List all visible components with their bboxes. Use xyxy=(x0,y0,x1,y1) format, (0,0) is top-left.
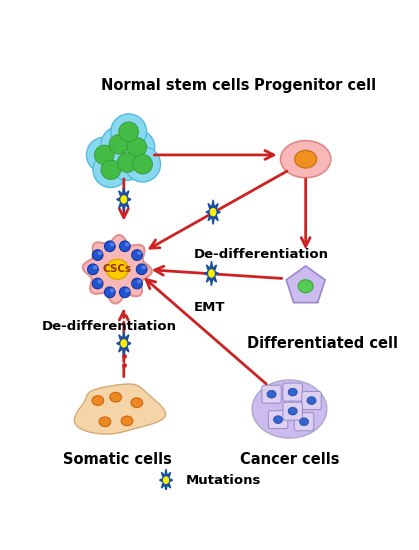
Ellipse shape xyxy=(298,280,313,293)
Ellipse shape xyxy=(119,122,139,141)
Ellipse shape xyxy=(119,130,155,165)
Text: De-differentiation: De-differentiation xyxy=(194,248,328,261)
Ellipse shape xyxy=(95,145,114,164)
Ellipse shape xyxy=(106,259,128,279)
Ellipse shape xyxy=(132,278,142,289)
Ellipse shape xyxy=(101,160,121,179)
FancyBboxPatch shape xyxy=(268,411,288,428)
FancyBboxPatch shape xyxy=(302,392,321,410)
Ellipse shape xyxy=(104,287,115,298)
Circle shape xyxy=(163,477,168,483)
Ellipse shape xyxy=(93,266,97,268)
Text: Mutations: Mutations xyxy=(186,474,261,487)
Text: Differentiated cell: Differentiated cell xyxy=(247,336,398,351)
Ellipse shape xyxy=(110,392,122,402)
Text: CSCs: CSCs xyxy=(103,265,132,274)
Ellipse shape xyxy=(288,408,297,415)
Polygon shape xyxy=(83,235,152,304)
Circle shape xyxy=(210,208,216,216)
Ellipse shape xyxy=(307,397,316,404)
Ellipse shape xyxy=(111,243,114,246)
Ellipse shape xyxy=(138,280,141,283)
Ellipse shape xyxy=(267,390,276,398)
Circle shape xyxy=(121,196,127,203)
Ellipse shape xyxy=(88,264,98,274)
Ellipse shape xyxy=(119,241,130,251)
Polygon shape xyxy=(204,261,219,286)
Ellipse shape xyxy=(126,289,129,292)
Ellipse shape xyxy=(111,114,147,150)
Ellipse shape xyxy=(109,145,145,180)
Ellipse shape xyxy=(92,250,103,260)
Ellipse shape xyxy=(300,418,308,426)
Polygon shape xyxy=(116,187,131,212)
Ellipse shape xyxy=(125,146,160,182)
Ellipse shape xyxy=(93,152,129,188)
Text: Normal stem cells: Normal stem cells xyxy=(101,78,250,92)
Circle shape xyxy=(121,340,127,347)
Polygon shape xyxy=(252,380,327,438)
Ellipse shape xyxy=(101,126,137,162)
Ellipse shape xyxy=(131,398,142,408)
FancyBboxPatch shape xyxy=(283,383,303,401)
Circle shape xyxy=(209,270,214,277)
Ellipse shape xyxy=(109,135,129,154)
Ellipse shape xyxy=(92,278,103,289)
Ellipse shape xyxy=(138,252,141,255)
Text: Somatic cells: Somatic cells xyxy=(63,452,172,466)
Ellipse shape xyxy=(98,280,101,283)
Text: Cancer cells: Cancer cells xyxy=(240,452,339,466)
Polygon shape xyxy=(286,266,325,302)
Ellipse shape xyxy=(104,241,115,251)
Ellipse shape xyxy=(127,138,147,157)
Ellipse shape xyxy=(111,289,114,292)
Ellipse shape xyxy=(136,264,147,274)
Ellipse shape xyxy=(295,150,317,168)
FancyBboxPatch shape xyxy=(294,412,314,431)
Text: EMT: EMT xyxy=(194,301,225,314)
Ellipse shape xyxy=(121,416,133,426)
Ellipse shape xyxy=(98,252,101,255)
Polygon shape xyxy=(116,331,131,356)
Ellipse shape xyxy=(132,250,142,260)
Ellipse shape xyxy=(99,417,111,427)
Ellipse shape xyxy=(117,153,137,172)
Ellipse shape xyxy=(288,388,297,396)
Ellipse shape xyxy=(86,137,122,173)
FancyBboxPatch shape xyxy=(283,402,303,420)
Ellipse shape xyxy=(126,243,129,246)
Ellipse shape xyxy=(280,141,331,178)
Text: Progenitor cell: Progenitor cell xyxy=(254,78,376,92)
Ellipse shape xyxy=(133,155,153,174)
Ellipse shape xyxy=(274,416,282,424)
Ellipse shape xyxy=(119,287,130,298)
Polygon shape xyxy=(206,200,220,224)
FancyBboxPatch shape xyxy=(262,385,281,403)
Text: De-differentiation: De-differentiation xyxy=(42,320,177,333)
Polygon shape xyxy=(160,469,173,491)
Ellipse shape xyxy=(92,396,103,405)
Ellipse shape xyxy=(142,266,145,268)
Polygon shape xyxy=(74,384,166,434)
